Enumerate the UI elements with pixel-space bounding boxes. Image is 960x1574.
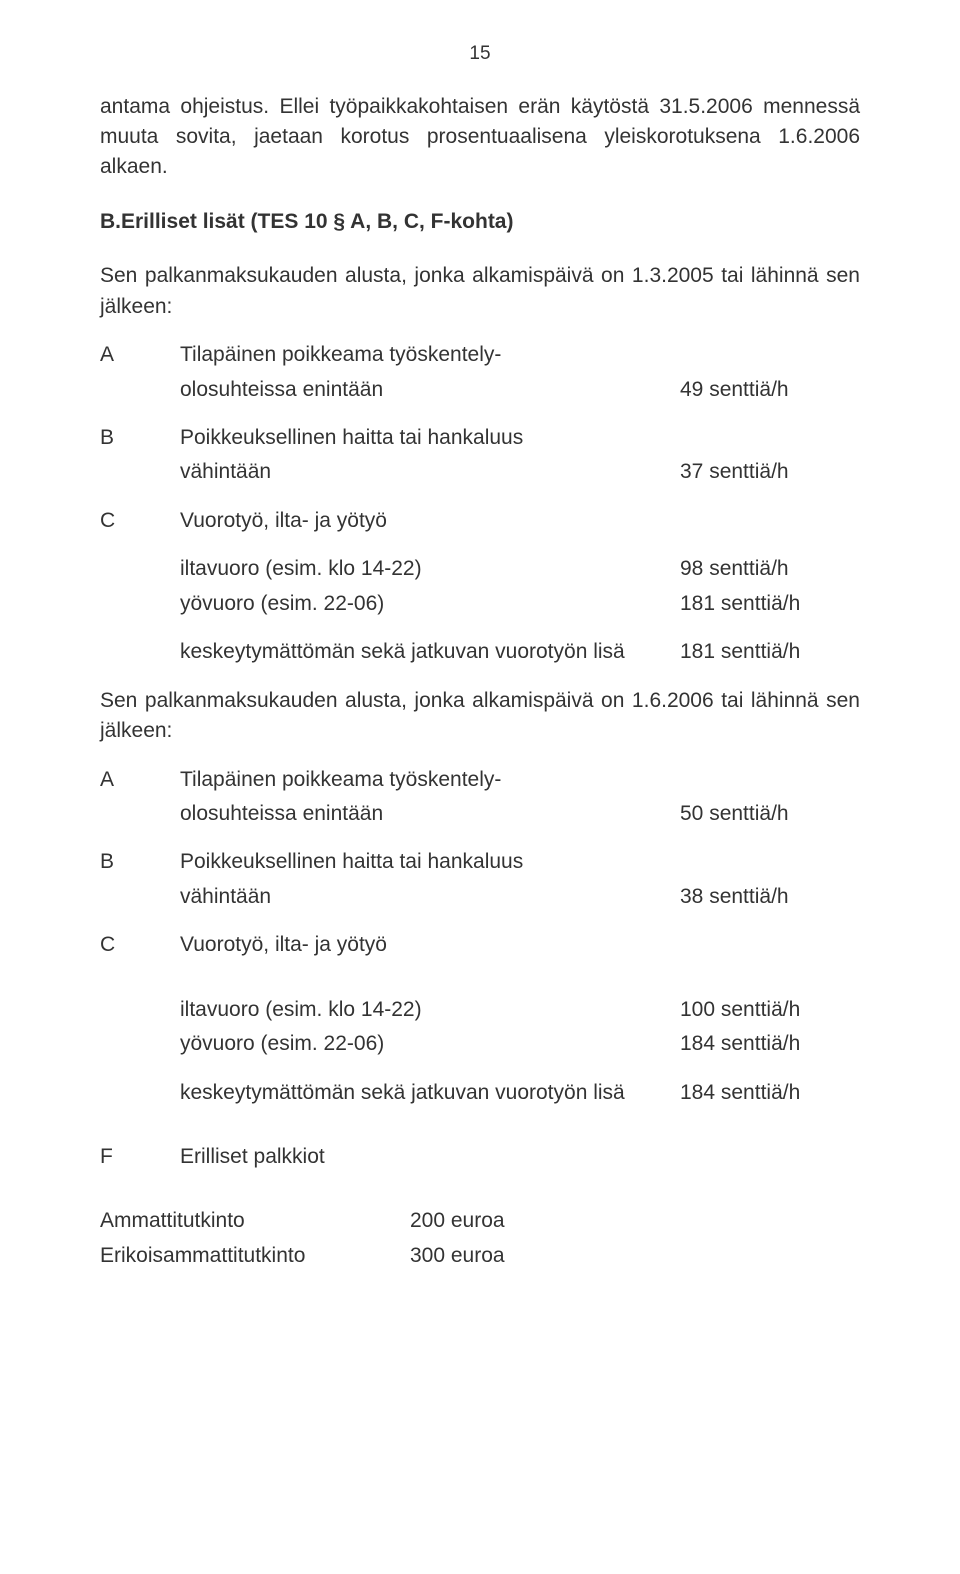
- p2005-ilta-val: 98 senttiä/h: [680, 554, 860, 584]
- heading-b: B.Erilliset lisät (TES 10 § A, B, C, F-k…: [100, 207, 860, 237]
- p2006-yo-val: 184 senttiä/h: [680, 1029, 860, 1059]
- p2005-b-val: 37 senttiä/h: [680, 457, 860, 487]
- p2005-yo-label: yövuoro (esim. 22-06): [180, 589, 680, 619]
- p2005-b-line2: vähintään: [180, 457, 680, 487]
- p2005-c-text: Vuorotyö, ilta- ja yötyö: [180, 506, 680, 536]
- p2005-c: C Vuorotyö, ilta- ja yötyö: [100, 506, 860, 536]
- p2006-kesk-val: 184 senttiä/h: [680, 1078, 860, 1108]
- letter-a-2: A: [100, 765, 180, 795]
- p2005-a: A Tilapäinen poikkeama työskentely- olos…: [100, 340, 860, 405]
- p2005-shifts: iltavuoro (esim. klo 14-22) 98 senttiä/h…: [180, 554, 860, 619]
- period-2005-intro: Sen palkanmaksukauden alusta, jonka alka…: [100, 261, 860, 322]
- p2006-ilta-label: iltavuoro (esim. klo 14-22): [180, 995, 680, 1025]
- p2005-kesk-label: keskeytymättömän sekä jatkuvan vuorotyön…: [180, 637, 680, 667]
- letter-a: A: [100, 340, 180, 370]
- p2005-yo-val: 181 senttiä/h: [680, 589, 860, 619]
- erk-label: Erikoisammattitutkinto: [100, 1241, 410, 1271]
- p2006-c-text: Vuorotyö, ilta- ja yötyö: [180, 930, 680, 960]
- p2006-a: A Tilapäinen poikkeama työskentely- olos…: [100, 765, 860, 830]
- amm-val: 200 euroa: [410, 1206, 860, 1236]
- p2006-a-line1: Tilapäinen poikkeama työskentely-: [180, 765, 680, 795]
- p2006-b-line2: vähintään: [180, 882, 680, 912]
- p2006-shifts: iltavuoro (esim. klo 14-22) 100 senttiä/…: [180, 995, 860, 1060]
- intro-paragraph: antama ohjeistus. Ellei työpaikkakohtais…: [100, 92, 860, 183]
- p2006-yo-label: yövuoro (esim. 22-06): [180, 1029, 680, 1059]
- letter-c-2: C: [100, 930, 180, 960]
- letter-b: B: [100, 423, 180, 453]
- p2006-a-val: 50 senttiä/h: [680, 799, 860, 829]
- p2005-kesk: keskeytymättömän sekä jatkuvan vuorotyön…: [180, 637, 860, 667]
- p2006-b-val: 38 senttiä/h: [680, 882, 860, 912]
- amm-label: Ammattitutkinto: [100, 1206, 410, 1236]
- erk-val: 300 euroa: [410, 1241, 860, 1271]
- page-number: 15: [100, 40, 860, 68]
- p2006-a-line2: olosuhteissa enintään: [180, 799, 680, 829]
- p2005-a-val: 49 senttiä/h: [680, 375, 860, 405]
- p2005-a-line1: Tilapäinen poikkeama työskentely-: [180, 340, 680, 370]
- p2006-kesk-label: keskeytymättömän sekä jatkuvan vuorotyön…: [180, 1078, 680, 1108]
- p2005-a-line2: olosuhteissa enintään: [180, 375, 680, 405]
- p2005-b: B Poikkeuksellinen haitta tai hankaluus …: [100, 423, 860, 488]
- p2006-ilta-val: 100 senttiä/h: [680, 995, 860, 1025]
- p2006-b: B Poikkeuksellinen haitta tai hankaluus …: [100, 847, 860, 912]
- letter-b-2: B: [100, 847, 180, 877]
- p2006-b-line1: Poikkeuksellinen haitta tai hankaluus: [180, 847, 680, 877]
- p2005-kesk-val: 181 senttiä/h: [680, 637, 860, 667]
- p2005-b-line1: Poikkeuksellinen haitta tai hankaluus: [180, 423, 680, 453]
- letter-c: C: [100, 506, 180, 536]
- f-block: F Erilliset palkkiot: [100, 1142, 860, 1172]
- qualifications: Ammattitutkinto 200 euroa Erikoisammatti…: [100, 1206, 860, 1271]
- p2006-kesk: keskeytymättömän sekä jatkuvan vuorotyön…: [180, 1078, 860, 1108]
- letter-f: F: [100, 1142, 180, 1172]
- p2006-c: C Vuorotyö, ilta- ja yötyö: [100, 930, 860, 960]
- period-2006-intro: Sen palkanmaksukauden alusta, jonka alka…: [100, 686, 860, 747]
- p2005-ilta-label: iltavuoro (esim. klo 14-22): [180, 554, 680, 584]
- f-label: Erilliset palkkiot: [180, 1142, 680, 1172]
